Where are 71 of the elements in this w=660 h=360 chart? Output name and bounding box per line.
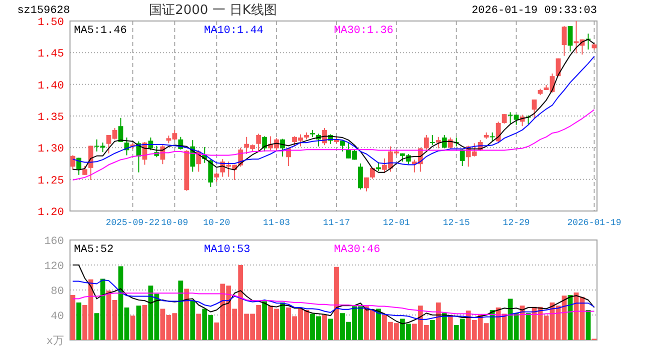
bar [520,306,525,340]
bar [178,280,184,340]
candlestick [424,134,429,150]
bar [328,318,333,340]
candlestick [562,26,567,56]
bar [334,266,339,340]
candlestick [364,176,369,192]
text: MA30:1.36 [334,25,394,37]
bar [130,316,136,340]
x-tick-label: 2025-09-22 [106,218,160,228]
text: MA30:46 [334,244,380,256]
line-series [72,292,595,316]
x-tick-label: 11-03 [263,218,290,228]
candlestick [256,133,262,153]
x-tick-label: 12-15 [442,218,470,228]
bar [190,300,196,340]
y-tick-label: 1.50 [38,17,64,29]
bar [70,295,76,340]
chart-title: 国证2000 一 日K线图 [149,3,277,18]
text: MA10:53 [204,244,250,256]
candlestick [208,159,214,188]
candlestick [502,114,507,124]
text: 2026-01-19 09:33:03 [472,5,597,17]
candlestick [340,140,345,152]
candlestick [358,163,363,190]
x-tick-label: 12-01 [382,218,410,228]
candlestick [436,136,441,149]
bar [184,288,190,340]
y-tick-label: 80 [50,286,64,298]
candlestick [214,172,220,182]
bar [430,320,435,340]
candlestick [262,136,268,152]
y-tick-label: 1.20 [38,207,64,219]
x-tick-label: 12-29 [502,218,530,228]
bar [448,315,453,340]
y-tick-label: 120 [44,261,64,273]
bar [442,313,447,340]
y-tick-label: 1.25 [38,175,64,188]
line-series [72,264,595,324]
y-tick-label: x万 [46,335,64,348]
candlestick [532,99,537,120]
y-tick-label: 1.35 [38,112,64,124]
bar [142,305,148,340]
y-tick-label: 40 [50,311,64,323]
y-tick-label: 1.45 [38,48,64,61]
x-tick-label: 10-20 [203,218,230,228]
bar [526,313,531,340]
line-series [72,280,595,320]
series-label: MA5:52 [74,244,114,256]
text: sz159628 [17,5,70,17]
x-tick-label: 11-17 [322,218,350,228]
bar [76,302,82,340]
bar [322,315,327,340]
bar [136,306,142,340]
bar [436,302,441,340]
x-tick-label: 2026-01-19 [567,218,622,228]
bar [280,302,286,340]
text: MA10:1.44 [204,25,264,37]
y-tick-label: 1.30 [38,144,64,156]
x-tick-label: 10-09 [161,218,188,228]
y-tick-label: 1.40 [38,80,64,92]
candlestick [280,138,286,158]
y-tick-label: 160 [44,236,64,248]
candlestick [568,26,573,52]
candlestick [430,134,435,146]
bar [262,301,268,340]
bar [376,308,381,340]
bar [196,314,202,340]
text: MA5:1.46 [74,25,127,37]
line-series [72,109,595,180]
candlestick [442,134,447,149]
